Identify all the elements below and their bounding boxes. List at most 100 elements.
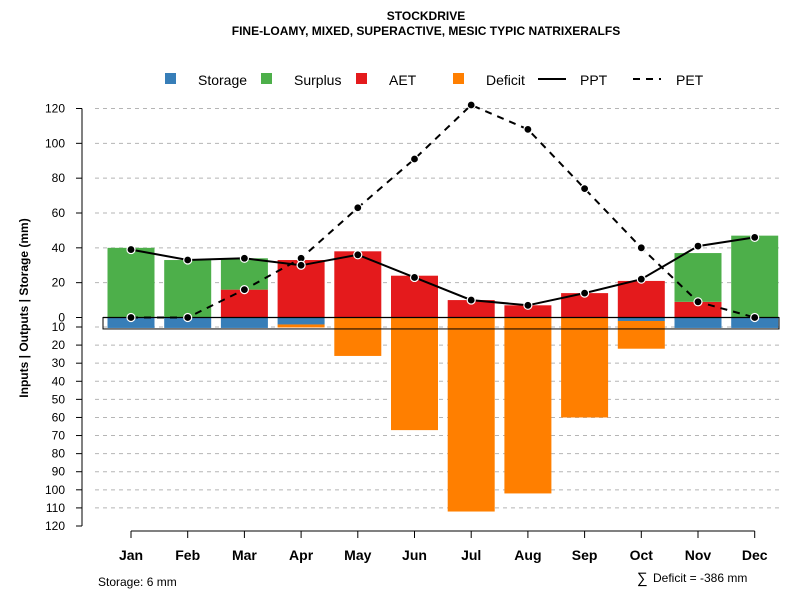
x-tick-label-dec: Dec	[742, 547, 768, 563]
bars	[107, 235, 779, 512]
gridlines	[95, 108, 781, 509]
deficit-sum-symbol: ∑	[637, 570, 648, 587]
legend-label-pet: PET	[676, 72, 704, 88]
x-tick-label-sep: Sep	[572, 547, 598, 563]
legend: Storage Surplus AET Deficit PPT PET	[165, 72, 704, 88]
point-ppt-sep	[579, 288, 590, 298]
legend-label-surplus: Surplus	[294, 72, 341, 88]
y-tick-label-upper-100: 100	[45, 136, 65, 150]
point-pet-jan	[126, 312, 136, 323]
point-pet-jul	[466, 100, 476, 110]
chart-subtitle: FINE-LOAMY, MIXED, SUPERACTIVE, MESIC TY…	[232, 24, 620, 38]
point-pet-jun	[409, 154, 420, 164]
bar-aet-oct	[617, 280, 665, 318]
y-tick-label-upper-0: 0	[58, 311, 65, 325]
legend-swatch-storage	[165, 73, 176, 84]
bar-aet-aug	[504, 305, 552, 318]
x-tick-label-apr: Apr	[289, 547, 314, 563]
point-ppt-jan	[126, 244, 136, 255]
y-tick-label-lower-80: 80	[52, 447, 66, 461]
bar-surplus-nov	[674, 253, 722, 302]
x-tick-label-nov: Nov	[685, 547, 712, 563]
bar-storage-jan	[107, 317, 155, 328]
x-tick-label-aug: Aug	[514, 547, 541, 563]
y-tick-label-upper-20: 20	[52, 276, 66, 290]
bar-aet-mar	[220, 289, 268, 318]
bar-deficit-apr	[277, 324, 325, 328]
point-pet-oct	[636, 243, 646, 253]
line-pet	[131, 103, 755, 319]
x-tick-label-jul: Jul	[461, 547, 481, 563]
point-pet-nov	[693, 297, 703, 307]
y-tick-label-upper-80: 80	[52, 171, 66, 185]
bar-aet-may	[334, 251, 382, 318]
point-ppt-apr	[296, 260, 306, 270]
point-ppt-jul	[466, 295, 476, 305]
bar-storage-nov	[674, 317, 722, 328]
legend-swatch-aet	[356, 73, 367, 84]
point-ppt-oct	[636, 274, 646, 284]
lines	[126, 100, 760, 323]
y-tick-label-lower-90: 90	[52, 465, 66, 479]
y-tick-label-lower-60: 60	[52, 410, 66, 424]
bar-surplus-dec	[731, 235, 779, 318]
point-ppt-dec	[750, 232, 760, 242]
point-ppt-aug	[523, 300, 533, 310]
deficit-note: Deficit = -386 mm	[653, 571, 747, 585]
bar-deficit-jun	[391, 317, 438, 431]
y-tick-label-upper-120: 120	[45, 102, 65, 116]
x-tick-label-feb: Feb	[175, 547, 200, 563]
legend-label-ppt: PPT	[580, 72, 608, 88]
point-ppt-mar	[239, 253, 249, 263]
x-tick-label-jan: Jan	[119, 547, 143, 563]
x-tick-label-may: May	[344, 547, 371, 563]
y-axis-label: Inputs | Outputs | Storage (mm)	[17, 218, 31, 397]
point-pet-aug	[523, 124, 533, 134]
bar-aet-jul	[447, 300, 495, 318]
y-tick-label-lower-40: 40	[52, 374, 66, 388]
y-tick-label-lower-20: 20	[52, 338, 66, 352]
y-tick-label-lower-10: 10	[52, 320, 66, 334]
point-pet-feb	[183, 312, 193, 323]
x-tick-label-oct: Oct	[630, 547, 654, 563]
y-tick-label-upper-60: 60	[52, 206, 66, 220]
point-ppt-may	[353, 250, 363, 260]
bar-deficit-sep	[561, 317, 609, 418]
legend-swatch-surplus	[261, 73, 272, 84]
chart-title: STOCKDRIVE	[387, 9, 465, 23]
point-ppt-nov	[693, 241, 703, 251]
y-tick-label-lower-30: 30	[52, 356, 66, 370]
x-tick-label-jun: Jun	[402, 547, 427, 563]
point-pet-mar	[239, 285, 249, 295]
y-tick-label-lower-110: 110	[46, 501, 65, 515]
storage-note: Storage: 6 mm	[98, 575, 177, 589]
bar-storage-apr	[277, 317, 325, 325]
y-tick-label-lower-120: 120	[45, 519, 65, 533]
point-pet-sep	[579, 184, 590, 194]
bar-storage-mar	[220, 317, 268, 328]
bar-surplus-jan	[107, 247, 155, 318]
bar-storage-oct	[617, 317, 665, 321]
legend-swatch-deficit	[453, 73, 464, 84]
legend-label-deficit: Deficit	[486, 72, 525, 88]
y-tick-label-lower-70: 70	[52, 429, 66, 443]
point-ppt-feb	[183, 255, 193, 265]
bar-deficit-oct	[617, 320, 665, 349]
x-tick-label-mar: Mar	[232, 547, 257, 563]
legend-label-storage: Storage	[198, 72, 247, 88]
point-pet-dec	[750, 312, 760, 323]
bar-deficit-may	[334, 317, 382, 356]
bar-surplus-mar	[220, 258, 268, 290]
bar-deficit-aug	[504, 317, 552, 494]
bar-deficit-jul	[447, 317, 495, 512]
y-tick-label-lower-100: 100	[45, 483, 65, 497]
line-ppt	[130, 236, 755, 307]
point-pet-may	[353, 203, 363, 213]
y-tick-label-upper-40: 40	[52, 241, 66, 255]
bar-surplus-feb	[164, 260, 212, 318]
legend-label-aet: AET	[389, 72, 417, 88]
axes: 0 20 40 60 80 100 120 10 20 30 40 50 60 70 80 90 100 110 1…	[45, 102, 780, 563]
point-ppt-jun	[409, 272, 420, 283]
y-tick-label-lower-50: 50	[52, 392, 66, 406]
